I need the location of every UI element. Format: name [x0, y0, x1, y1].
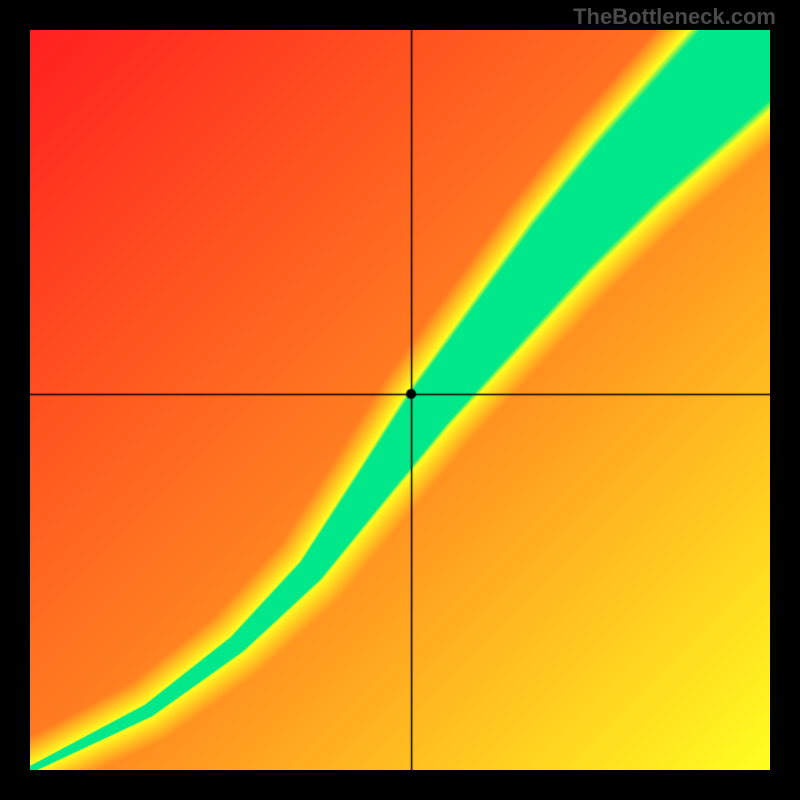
heatmap-canvas [30, 30, 770, 770]
watermark-text: TheBottleneck.com [573, 4, 776, 30]
bottleneck-heatmap [30, 30, 770, 770]
